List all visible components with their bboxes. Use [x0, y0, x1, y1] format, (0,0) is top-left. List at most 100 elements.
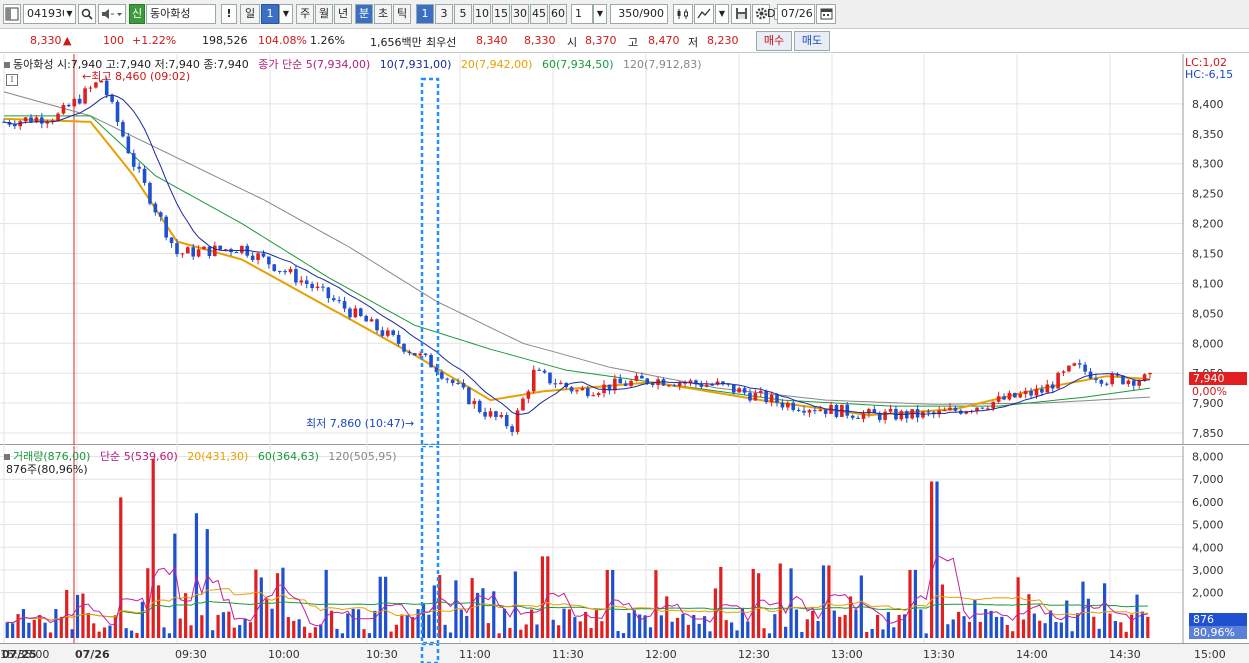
candle-body [369, 319, 374, 322]
volume-bar [573, 617, 577, 638]
tab-week-label: 주 [299, 7, 311, 20]
candle-body [926, 411, 931, 413]
candle-body [1061, 371, 1066, 373]
count-input[interactable]: 350/900 [610, 4, 668, 24]
search-icon[interactable] [78, 4, 96, 24]
interval-30[interactable]: 30 [511, 4, 529, 24]
volume-bar [551, 619, 555, 638]
sell-button[interactable]: 매도 [794, 31, 830, 51]
tab-year[interactable]: 년 [334, 4, 352, 24]
sell-label: 매도 [801, 34, 823, 47]
candle-body [99, 80, 104, 83]
price-chart[interactable]: 8,400 8,350 8,300 8,250 8,200 8,150 8,100 8,050… [0, 54, 1249, 445]
candle-body [261, 253, 266, 257]
price-y-tick: 8,300 [1192, 158, 1224, 171]
alert-button[interactable]: ! [221, 4, 237, 24]
price-panel[interactable]: 8,400 8,350 8,300 8,250 8,200 8,150 8,100 8,050… [0, 54, 1249, 445]
interval-1[interactable]: 1 [416, 4, 434, 24]
candle-body [342, 301, 347, 309]
draw-tool-icon[interactable] [694, 4, 714, 24]
candle-body [823, 409, 828, 414]
candle-body [1013, 392, 1017, 398]
volume-bar [848, 596, 853, 638]
volume-title: 거래량(876,00) [13, 450, 91, 463]
gear-icon[interactable] [752, 4, 770, 24]
candle-body [596, 393, 601, 396]
price-y-tick: 8,050 [1192, 307, 1224, 320]
candle-body [894, 408, 898, 420]
tab-minute[interactable]: 분 [355, 4, 373, 24]
ma5-label: 5(7,934,00) [305, 58, 371, 71]
candle-body [126, 136, 131, 154]
volume-bar [740, 608, 745, 638]
interval-dropdown-icon[interactable]: ▼ [593, 4, 607, 24]
interval-60[interactable]: 60 [549, 4, 567, 24]
volume-bar [886, 612, 890, 638]
panel-expand-icon[interactable]: ⁞ [6, 74, 18, 86]
day-button[interactable]: 일 [240, 4, 260, 24]
save-icon[interactable] [731, 4, 751, 24]
sound-icon[interactable] [98, 4, 126, 24]
interval-10[interactable]: 10 [473, 4, 491, 24]
vol-ma-label: 단순 [99, 450, 121, 463]
candle-body [591, 395, 596, 397]
interval-input[interactable]: 1 [571, 4, 593, 24]
volume-sub-label: 876주(80,96%) [6, 463, 88, 476]
interval-5[interactable]: 5 [454, 4, 472, 24]
tab-week[interactable]: 주 [296, 4, 314, 24]
volume-bar [589, 628, 593, 638]
period-select[interactable]: 1 [261, 4, 279, 24]
candle-body [1056, 372, 1060, 389]
candle-body [629, 380, 633, 386]
interval-3[interactable]: 3 [435, 4, 453, 24]
tab-tick[interactable]: 틱 [393, 4, 411, 24]
time-axis-label: 09:30 [175, 648, 207, 661]
candle-body [688, 380, 693, 383]
candle-body [348, 308, 352, 318]
volume-bar [827, 565, 831, 638]
calendar-icon[interactable] [816, 4, 836, 24]
volume-bar [124, 628, 128, 638]
volume-bar [1027, 594, 1031, 638]
volume-bar [881, 629, 885, 638]
stock-name-field[interactable]: 동아화성 [146, 4, 216, 24]
candle-body [899, 411, 904, 420]
window-menu-icon[interactable] [3, 4, 21, 24]
volume-bar [108, 625, 112, 638]
tab-second[interactable]: 초 [374, 4, 392, 24]
volume-bar [1119, 622, 1123, 638]
interval-15[interactable]: 15 [492, 4, 510, 24]
volume-current-tag: 876 [1189, 613, 1247, 626]
code-dropdown-icon[interactable]: ▼ [64, 4, 76, 24]
stock-code-input[interactable]: 041930 [23, 4, 76, 24]
candle-body [488, 411, 493, 417]
candle-body [850, 415, 855, 418]
tool-menu-icon[interactable]: ▼ [715, 4, 729, 24]
candle-body [267, 256, 271, 265]
date-input[interactable]: 07/26 [777, 4, 815, 24]
volume-bar [1070, 631, 1074, 638]
period-dropdown-icon[interactable]: ▼ [279, 4, 293, 24]
volume-chart[interactable]: 8,000 7,000 6,000 5,000 4,000 3,000 2,000 [0, 446, 1249, 643]
volume-bar [227, 611, 231, 638]
indicator-icon[interactable] [673, 4, 693, 24]
volume-bar [492, 591, 496, 638]
tab-month[interactable]: 월 [315, 4, 333, 24]
volume-panel[interactable]: 8,000 7,000 6,000 5,000 4,000 3,000 2,000 거래량(… [0, 446, 1249, 643]
volume-bar [465, 615, 469, 638]
price-title: 동아화성 시:7,940 고:7,940 저:7,940 종:7,940 [13, 58, 249, 71]
buy-button[interactable]: 매수 [756, 31, 792, 51]
volume-bar [1102, 583, 1107, 638]
volume-bar [135, 633, 139, 638]
pct-tag: 0,00% [1192, 385, 1227, 398]
interval-45[interactable]: 45 [530, 4, 548, 24]
volume-bar [59, 616, 63, 638]
candle-body [1029, 390, 1033, 396]
volume-bar [97, 631, 101, 638]
candle-body [521, 398, 525, 411]
volume-bar [1048, 610, 1053, 638]
candle-body [575, 390, 579, 392]
candle-body [34, 117, 39, 123]
turnover-rate: 1.26% [310, 34, 345, 47]
candle-body [299, 280, 304, 283]
